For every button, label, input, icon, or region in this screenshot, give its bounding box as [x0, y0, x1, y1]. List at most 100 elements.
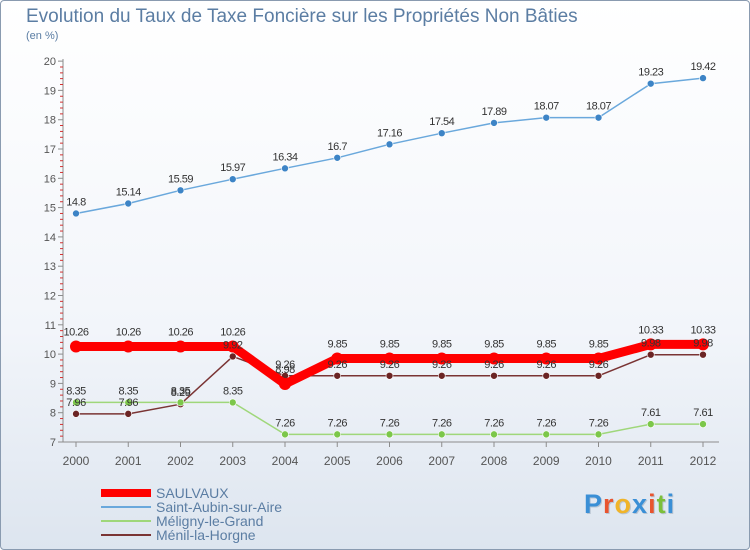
data-label-menil-la-horgne: 9.98	[641, 338, 661, 350]
legend-swatch-saint-aubin-sur-aire	[101, 506, 151, 508]
data-label-meligny-le-grand: 7.26	[484, 417, 504, 429]
data-label-saulvaux: 8.98	[275, 364, 295, 376]
x-tick-label: 2002	[167, 454, 194, 468]
y-tick-label: 16	[44, 173, 56, 185]
data-label-menil-la-horgne: 9.26	[328, 359, 348, 371]
data-point-menil-la-horgne	[699, 350, 707, 359]
data-label-menil-la-horgne: 9.92	[223, 339, 243, 351]
data-label-menil-la-horgne: 9.26	[432, 359, 452, 371]
data-point-meligny-le-grand	[699, 420, 707, 428]
data-label-meligny-le-grand: 8.35	[66, 385, 86, 397]
data-point-menil-la-horgne	[490, 371, 498, 380]
data-label-saulvaux: 10.26	[116, 326, 141, 338]
x-tick-label: 2009	[533, 454, 560, 468]
y-tick-label: 15	[44, 203, 56, 215]
logo-letter: x	[632, 489, 649, 519]
legend-swatch-menil-la-horgne	[101, 534, 151, 536]
data-point-saulvaux	[383, 352, 396, 365]
x-tick-label: 2001	[115, 454, 142, 468]
data-label-saulvaux: 10.26	[63, 326, 88, 338]
data-point-saulvaux	[644, 338, 657, 351]
data-label-menil-la-horgne: 9.26	[484, 359, 504, 371]
data-label-saint-aubin-sur-aire: 19.42	[690, 61, 715, 73]
y-tick-label: 12	[44, 291, 56, 303]
legend-item-saint-aubin-sur-aire: Saint-Aubin-sur-Aire	[101, 499, 283, 515]
legend-swatch-meligny-le-grand	[101, 520, 151, 522]
data-point-meligny-le-grand	[385, 430, 394, 439]
legend-label-menil-la-horgne: Ménil-la-Horgne	[156, 527, 256, 543]
legend-item-menil-la-horgne: Ménil-la-Horgne	[101, 527, 282, 543]
y-tick-label: 11	[45, 320, 56, 332]
data-point-saint-aubin-sur-aire	[176, 186, 185, 195]
data-label-meligny-le-grand: 7.26	[328, 417, 348, 429]
data-label-saint-aubin-sur-aire: 14.8	[66, 196, 86, 208]
data-label-meligny-le-grand: 7.26	[275, 417, 295, 429]
data-point-saint-aubin-sur-aire	[437, 129, 446, 137]
data-label-saulvaux: 10.33	[638, 324, 663, 336]
data-label-menil-la-horgne: 9.26	[275, 359, 295, 371]
data-label-menil-la-horgne: 9.26	[589, 359, 609, 371]
data-label-saulvaux: 9.85	[432, 338, 452, 350]
data-point-meligny-le-grand	[72, 398, 80, 407]
data-label-menil-la-horgne: 7.96	[66, 397, 86, 409]
data-point-saint-aubin-sur-aire	[646, 79, 655, 88]
data-point-saint-aubin-sur-aire	[281, 164, 289, 173]
data-point-saint-aubin-sur-aire	[385, 140, 394, 149]
data-point-saint-aubin-sur-aire	[699, 74, 707, 82]
data-point-meligny-le-grand	[124, 398, 133, 407]
data-point-saint-aubin-sur-aire	[542, 113, 551, 122]
logo-letter: t	[656, 489, 667, 519]
data-point-saulvaux	[697, 338, 709, 351]
y-tick-label: 18	[44, 115, 56, 127]
data-label-saulvaux: 9.85	[589, 338, 609, 350]
data-point-meligny-le-grand	[176, 398, 185, 407]
data-point-meligny-le-grand	[594, 430, 603, 439]
y-tick-label: 9	[50, 378, 56, 390]
data-label-meligny-le-grand: 7.61	[693, 407, 713, 419]
data-label-saulvaux: 9.85	[537, 338, 557, 350]
data-point-saulvaux	[331, 352, 344, 365]
data-point-saulvaux	[226, 340, 239, 353]
data-label-saint-aubin-sur-aire: 19.23	[638, 67, 663, 79]
data-label-menil-la-horgne: 9.26	[380, 359, 400, 371]
y-tick-label: 10	[44, 349, 56, 361]
data-point-saint-aubin-sur-aire	[124, 199, 133, 208]
logo-letter: P	[584, 489, 604, 519]
data-point-saulvaux	[279, 377, 291, 390]
data-label-saulvaux: 10.33	[690, 324, 715, 336]
data-point-saint-aubin-sur-aire	[594, 113, 603, 122]
legend-item-meligny-le-grand: Méligny-le-Grand	[101, 513, 282, 529]
data-label-saulvaux: 10.26	[168, 326, 193, 338]
data-label-saint-aubin-sur-aire: 17.16	[377, 127, 402, 139]
data-label-saint-aubin-sur-aire: 17.54	[429, 116, 454, 128]
data-label-saulvaux: 9.85	[380, 338, 400, 350]
data-point-menil-la-horgne	[646, 350, 655, 359]
chart-title: Evolution du Taux de Taxe Foncière sur l…	[26, 6, 578, 27]
data-point-saint-aubin-sur-aire	[228, 175, 237, 183]
x-tick-label: 2003	[219, 454, 246, 468]
data-label-saint-aubin-sur-aire: 15.14	[116, 186, 141, 198]
data-label-saint-aubin-sur-aire: 18.07	[534, 101, 559, 113]
logo-letter: i	[648, 489, 657, 519]
data-point-saulvaux	[592, 352, 605, 365]
data-label-meligny-le-grand: 8.35	[119, 385, 139, 397]
data-point-saulvaux	[435, 352, 448, 365]
data-label-meligny-le-grand: 7.26	[432, 417, 452, 429]
proxiti-logo: Proxiti	[584, 489, 675, 520]
data-point-saulvaux	[122, 340, 135, 353]
y-tick-label: 8	[50, 408, 56, 420]
data-point-meligny-le-grand	[437, 430, 446, 439]
data-point-saulvaux	[488, 352, 500, 365]
x-tick-label: 2006	[376, 454, 403, 468]
data-label-saint-aubin-sur-aire: 16.7	[328, 141, 348, 153]
legend-label-saint-aubin-sur-aire: Saint-Aubin-sur-Aire	[156, 499, 283, 515]
data-point-meligny-le-grand	[646, 420, 655, 428]
data-point-menil-la-horgne	[228, 352, 237, 361]
data-label-menil-la-horgne: 8.29	[171, 387, 191, 399]
data-point-meligny-le-grand	[228, 398, 237, 407]
legend-label-saulvaux: SAULVAUX	[156, 485, 229, 501]
x-tick-label: 2012	[690, 454, 717, 468]
data-label-meligny-le-grand: 8.35	[171, 385, 191, 397]
data-label-meligny-le-grand: 7.26	[589, 417, 609, 429]
